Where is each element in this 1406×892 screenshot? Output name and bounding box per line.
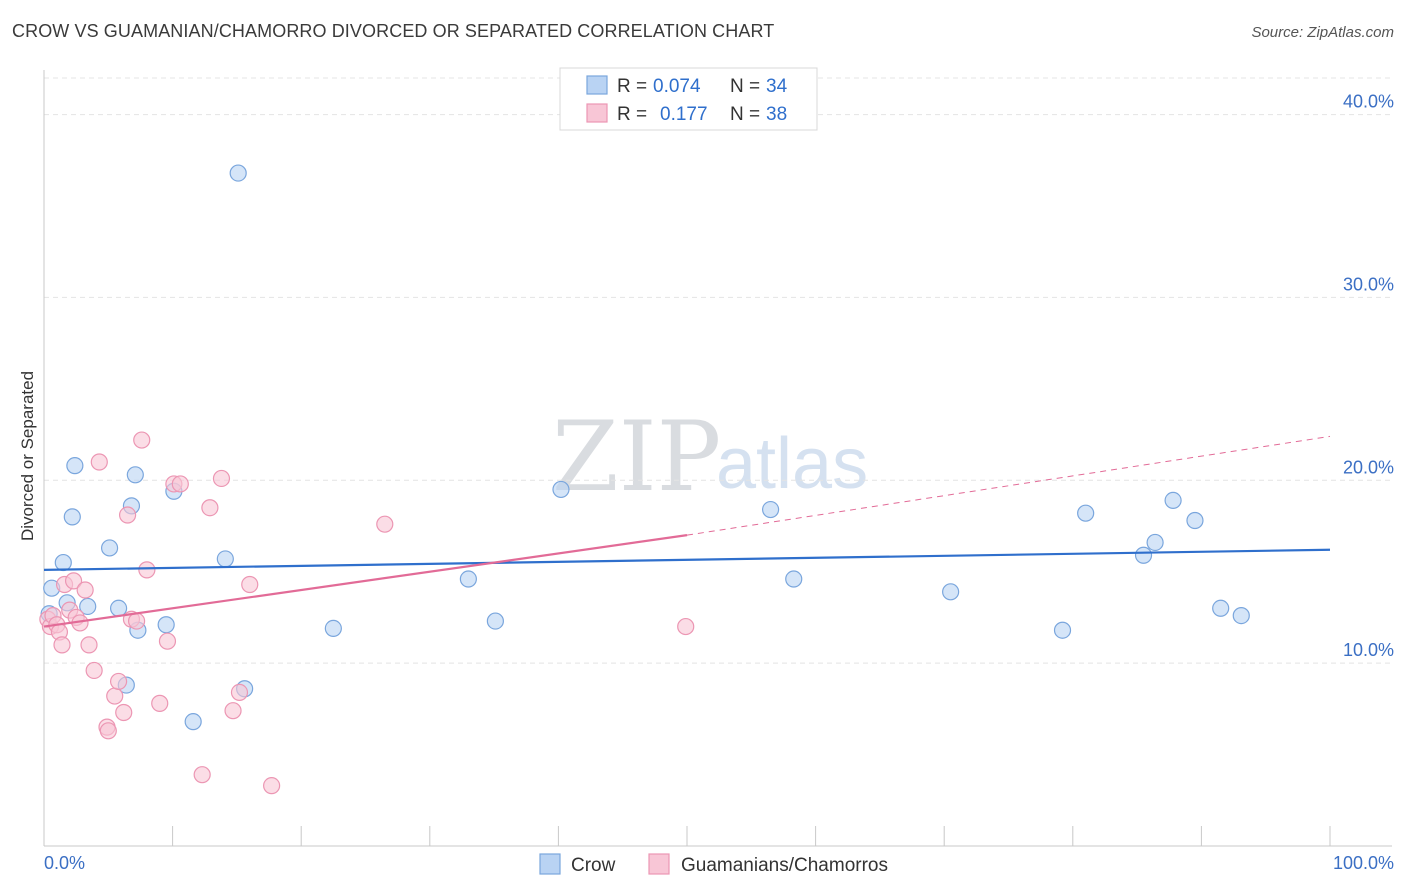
guam-point	[230, 683, 249, 702]
guam-legend-swatch	[586, 103, 608, 123]
y-tick-label: 30.0%	[1343, 274, 1394, 294]
x-tick-label-min: 0.0%	[44, 853, 85, 873]
chart-title: CROW VS GUAMANIAN/CHAMORRO DIVORCED OR S…	[12, 21, 775, 41]
guam-point	[115, 703, 133, 722]
series-legend: Crow Guamanians/Chamorros	[539, 853, 888, 876]
source-label: Source: ZipAtlas.com	[1251, 24, 1394, 41]
guam-point	[224, 702, 242, 720]
guam-point	[118, 506, 137, 524]
guam-trend-line	[43, 534, 688, 628]
watermark-atlas: atlas	[716, 424, 868, 504]
guam-point	[151, 694, 169, 712]
guam-point	[263, 777, 281, 795]
data-points	[39, 164, 1250, 795]
crow-point	[1164, 491, 1182, 509]
y-axis-title: Divorced or Separated	[18, 371, 37, 541]
guam-point	[90, 453, 108, 471]
crow-point	[1134, 546, 1153, 564]
crow-point	[229, 164, 247, 182]
guam-point	[109, 672, 128, 691]
crow-r-value: 0.074	[653, 76, 701, 97]
guam-point	[241, 575, 259, 594]
crow-point	[100, 539, 119, 557]
crow-point	[109, 599, 128, 617]
guam-point	[85, 661, 103, 680]
crow-legend-swatch	[586, 75, 608, 95]
watermark: ZIP atlas	[552, 401, 868, 513]
guam-point	[201, 499, 219, 517]
guam-point	[138, 561, 156, 579]
axes	[43, 70, 1392, 847]
crow-point	[942, 583, 960, 601]
crow-point	[486, 612, 504, 630]
crow-point	[79, 597, 97, 616]
crow-point	[63, 508, 81, 526]
crow-point	[459, 570, 477, 588]
guam-point	[376, 515, 394, 533]
watermark-zip: ZIP	[552, 401, 721, 513]
guam-point	[53, 636, 71, 654]
guam-point	[127, 612, 146, 630]
crow-n-label: N =	[730, 76, 760, 97]
guam-trend-line-extension	[686, 435, 1331, 536]
guam-point	[212, 469, 231, 488]
crow-point	[1053, 621, 1072, 639]
guam-series-swatch	[648, 853, 670, 875]
crow-point	[1212, 599, 1230, 617]
guam-point	[158, 632, 177, 650]
guam-r-label: R =	[617, 104, 647, 125]
guam-point	[76, 581, 94, 599]
crow-point	[761, 500, 780, 519]
crow-r-label: R =	[617, 76, 647, 97]
guam-point	[171, 475, 189, 493]
guam-n-value: 38	[766, 104, 787, 125]
y-tick-label: 20.0%	[1343, 457, 1394, 477]
guam-point	[64, 572, 83, 590]
guam-series-label: Guamanians/Chamorros	[681, 855, 888, 876]
crow-point	[1232, 606, 1250, 625]
crow-point	[552, 480, 570, 499]
crow-series-label: Crow	[571, 855, 616, 876]
crow-point	[184, 713, 202, 731]
guam-point	[106, 687, 124, 705]
crow-n-value: 34	[766, 76, 788, 97]
gridlines	[44, 77, 1392, 664]
crow-point	[1186, 511, 1204, 530]
crow-trend-line	[43, 548, 1331, 571]
crow-point	[324, 619, 342, 638]
guam-r-value: 0.177	[660, 104, 708, 125]
y-tick-label: 10.0%	[1343, 640, 1394, 660]
x-tick-label-max: 100.0%	[1333, 853, 1394, 873]
guam-point	[133, 431, 151, 449]
y-axis-tick-labels: 10.0% 20.0% 30.0% 40.0%	[1343, 92, 1394, 661]
guam-n-label: N =	[730, 104, 760, 125]
crow-point	[66, 457, 84, 475]
y-tick-label: 40.0%	[1343, 92, 1394, 112]
crow-point	[1077, 504, 1095, 522]
crow-point	[785, 570, 803, 588]
crow-point	[216, 550, 234, 568]
crow-point	[54, 553, 72, 572]
crow-point	[157, 616, 175, 634]
crow-series-swatch	[539, 853, 561, 875]
guam-point	[677, 617, 695, 636]
stats-legend: R = 0.074 N = 34 R = 0.177 N = 38	[559, 67, 818, 131]
x-axis-ticks	[43, 826, 1331, 846]
guam-point	[193, 766, 211, 784]
crow-point	[1146, 533, 1164, 552]
trend-lines	[43, 435, 1331, 628]
guam-point	[99, 722, 117, 740]
guam-point	[80, 636, 98, 654]
crow-point	[126, 466, 144, 484]
